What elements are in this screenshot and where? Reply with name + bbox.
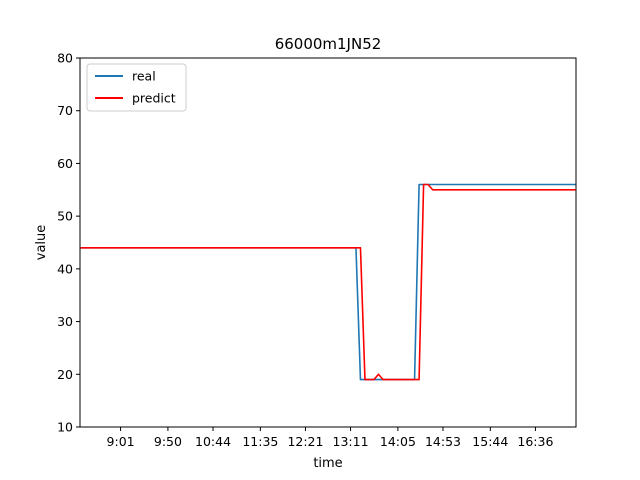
x-tick-label: 14:53 [425,434,461,449]
legend-real-label: real [132,69,156,84]
x-axis-label: time [313,456,342,471]
x-tick-label: 9:01 [107,434,135,449]
y-tick-label: 30 [57,314,73,329]
y-tick-label: 70 [57,103,73,118]
legend-predict-label: predict [132,91,176,106]
x-tick-label: 14:05 [380,434,416,449]
y-tick-label: 80 [57,51,73,66]
y-tick-label: 20 [57,367,73,382]
x-tick-label: 12:21 [287,434,323,449]
legend: real predict [86,63,187,112]
chart-title: 66000m1JN52 [275,35,382,53]
series-line-predict [80,183,576,381]
y-axis: 10 20 30 40 50 60 70 80 [57,51,80,435]
y-axis-label: value [34,225,49,261]
x-tick-label: 15:44 [472,434,508,449]
x-tick-label: 10:44 [195,434,231,449]
x-tick-label: 13:11 [333,434,369,449]
series-lines [80,183,576,381]
y-tick-label: 50 [57,209,73,224]
x-tick-label: 11:35 [242,434,278,449]
y-tick-label: 60 [57,156,73,171]
x-tick-label: 9:50 [154,434,182,449]
plot-frame [79,57,577,428]
y-tick-label: 10 [57,420,73,435]
x-tick-label: 16:36 [517,434,553,449]
x-axis: 9:01 9:50 10:44 11:35 12:21 13:11 14:05 14:53 15… [107,427,553,449]
y-tick-label: 40 [57,261,73,276]
